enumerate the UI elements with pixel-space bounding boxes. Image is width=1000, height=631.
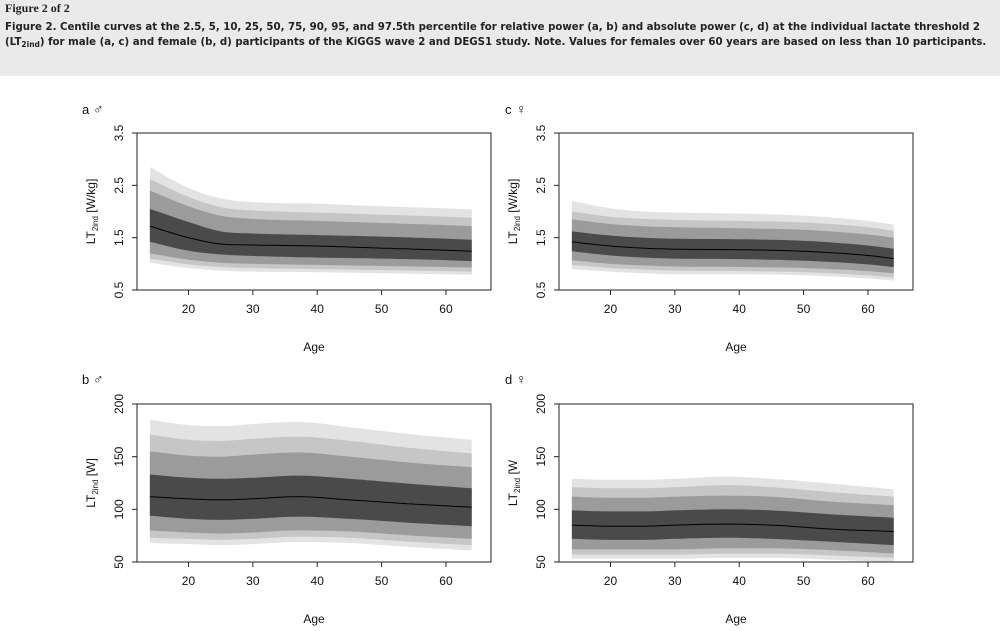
y-axis-label-unit: [W/kg] <box>84 179 98 216</box>
x-tick-label: 50 <box>797 574 811 588</box>
x-axis-label: Age <box>725 612 747 626</box>
x-tick-label: 30 <box>246 302 260 316</box>
median-line <box>571 241 894 260</box>
chart-panel-d: 20 30 40 50 60 Age 50 100 150 200 LT2ind [W d ♀ <box>505 371 914 626</box>
x-axis-label: Age <box>725 340 747 354</box>
y-tick-label: 50 <box>112 555 126 569</box>
y-tick-label: 2.5 <box>534 177 548 194</box>
y-axis-label-main: LT <box>84 494 98 508</box>
plot-frame <box>136 403 492 563</box>
sex-symbol: ♂ <box>93 101 104 117</box>
x-tick-label: 30 <box>668 574 682 588</box>
y-tick-label: 150 <box>534 446 548 466</box>
x-tick-label: 30 <box>668 302 682 316</box>
y-tick-label: 100 <box>112 499 126 519</box>
y-tick-label: 3.5 <box>534 124 548 141</box>
x-tick-label: 50 <box>375 302 389 316</box>
y-axis-label-main: LT <box>506 231 520 245</box>
x-tick-label: 60 <box>861 574 875 588</box>
x-axis-label: Age <box>303 340 325 354</box>
y-tick-label: 200 <box>112 394 126 414</box>
x-tick-label: 20 <box>182 302 196 316</box>
y-axis-label-main: LT <box>506 492 520 506</box>
panel-letter: a <box>82 102 90 117</box>
y-axis-label-subscript: 2ind <box>91 480 100 495</box>
x-tick-label: 40 <box>311 302 325 316</box>
y-axis-label-subscript: 2ind <box>513 216 522 231</box>
figure-caption: Figure 2. Centile curves at the 2.5, 5, … <box>5 20 990 50</box>
caption-subscript: 2ind <box>21 40 40 49</box>
y-axis-label-unit: [W <box>506 459 520 478</box>
x-tick-label: 50 <box>375 574 389 588</box>
x-tick-label: 60 <box>439 302 453 316</box>
x-axis-label: Age <box>303 612 325 626</box>
x-tick-label: 20 <box>182 574 196 588</box>
x-tick-label: 60 <box>439 574 453 588</box>
panel-letter: b <box>82 372 89 387</box>
caption-text-pre: Figure 2. Centile curves at the 2.5, 5, … <box>5 22 981 48</box>
x-tick-label: 30 <box>246 574 260 588</box>
x-tick-label: 20 <box>604 574 618 588</box>
chart-panel-a: 20 30 40 50 60 Age 0.5 1.5 2.5 3.5 LT2ind [W/kg] a ♂ <box>82 101 492 354</box>
y-axis-label-unit: [W/kg] <box>506 179 520 216</box>
x-tick-label: 40 <box>311 574 325 588</box>
y-axis-label-main: LT <box>84 231 98 245</box>
median-line <box>149 496 472 508</box>
y-axis-label-subscript: 2ind <box>513 478 522 493</box>
plot-frame <box>136 132 492 291</box>
panel-letter: c <box>505 102 512 117</box>
y-tick-label: 0.5 <box>112 281 126 298</box>
median-line <box>571 523 894 532</box>
y-axis-label-unit: [W] <box>84 458 98 479</box>
y-tick-label: 0.5 <box>534 281 548 298</box>
x-tick-label: 40 <box>733 574 747 588</box>
y-tick-label: 1.5 <box>112 229 126 246</box>
sex-symbol: ♀ <box>516 101 527 117</box>
centile-band-p25-p75 <box>571 509 894 546</box>
plot-frame <box>558 403 914 563</box>
y-axis-label-subscript: 2ind <box>91 216 100 231</box>
y-tick-label: 50 <box>534 555 548 569</box>
caption-text-post: ) for male (a, c) and female (b, d) part… <box>39 37 987 48</box>
sex-symbol: ♀ <box>516 371 527 387</box>
plot-frame <box>558 132 914 291</box>
median-line <box>149 225 472 252</box>
y-axis-label: LT2ind [W/kg] <box>506 179 522 245</box>
figure-label: Figure 2 of 2 <box>5 1 70 15</box>
panel-letter: d <box>505 372 512 387</box>
chart-panel-c: 20 30 40 50 60 Age 0.5 1.5 2.5 3.5 LT2ind [W/kg] c ♀ <box>505 101 914 354</box>
chart-panel-b: 20 30 40 50 60 Age 50 100 150 200 LT2ind [W] b ♂ <box>82 371 492 626</box>
y-tick-label: 200 <box>534 394 548 414</box>
x-tick-label: 60 <box>861 302 875 316</box>
y-tick-label: 2.5 <box>112 177 126 194</box>
centile-band-p25-p75 <box>149 474 472 527</box>
y-tick-label: 150 <box>112 446 126 466</box>
x-tick-label: 20 <box>604 302 618 316</box>
x-tick-label: 40 <box>733 302 747 316</box>
x-tick-label: 50 <box>797 302 811 316</box>
y-axis-label: LT2ind [W] <box>84 458 100 508</box>
y-tick-label: 1.5 <box>534 229 548 246</box>
y-axis-label: LT2ind [W <box>506 459 522 506</box>
y-tick-label: 100 <box>534 499 548 519</box>
y-tick-label: 3.5 <box>112 124 126 141</box>
sex-symbol: ♂ <box>93 371 104 387</box>
figure-header: Figure 2 of 2 Figure 2. Centile curves a… <box>0 0 1000 76</box>
y-axis-label: LT2ind [W/kg] <box>84 179 100 245</box>
